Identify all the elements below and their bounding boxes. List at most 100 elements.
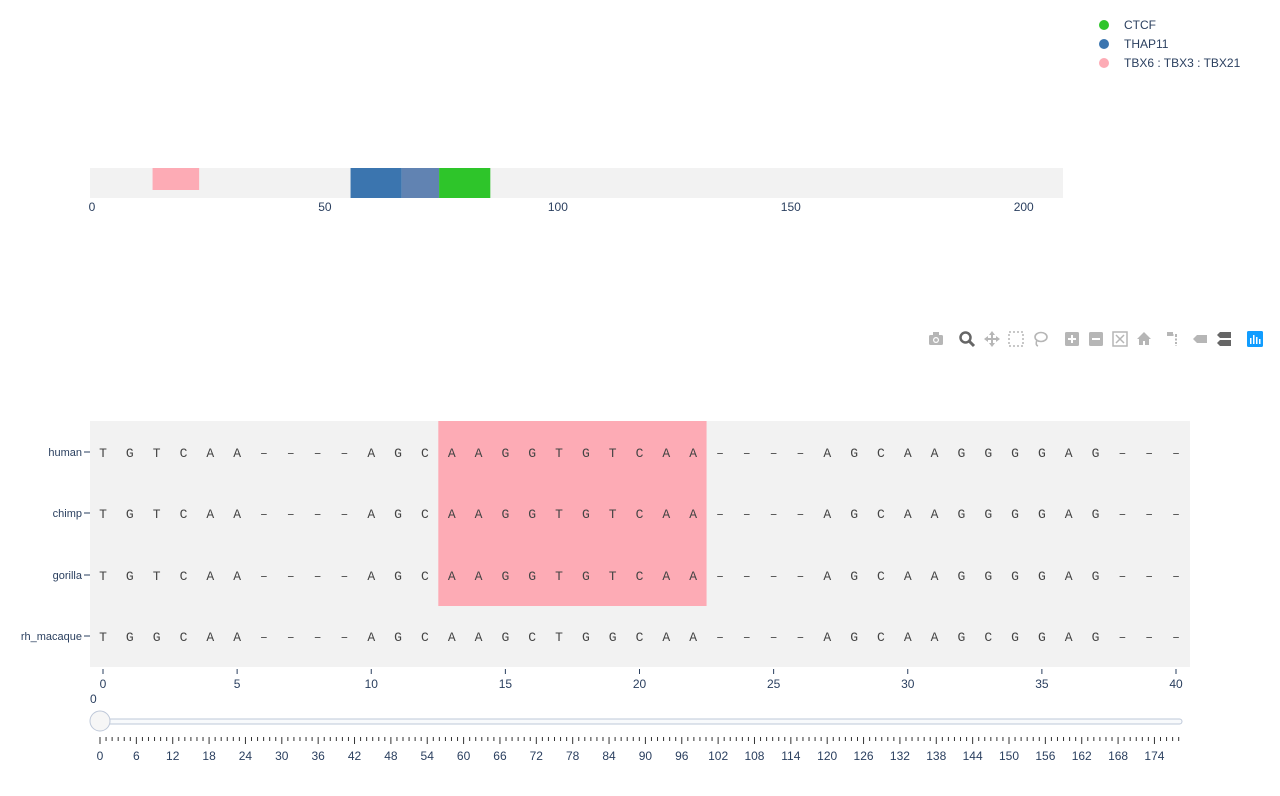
base-cell: A	[367, 507, 375, 522]
base-cell: C	[421, 507, 429, 522]
base-cell: A	[689, 630, 697, 645]
zoom-out-icon[interactable]	[1089, 332, 1103, 346]
base-cell: A	[367, 630, 375, 645]
modebar[interactable]	[929, 331, 1263, 348]
slider-step-label[interactable]: 114	[781, 749, 800, 763]
slider-step-label[interactable]: 102	[708, 749, 728, 763]
base-cell: C	[636, 446, 644, 461]
lasso-icon[interactable]	[1034, 331, 1048, 347]
alignment-x-tick: 5	[234, 677, 241, 691]
track-bars	[152, 168, 491, 198]
legend-item-label[interactable]: TBX6 : TBX3 : TBX21	[1124, 56, 1241, 70]
track-bar-ctcf[interactable]	[439, 168, 491, 198]
slider-step-label[interactable]: 72	[530, 749, 544, 763]
slider-step-label[interactable]: 156	[1035, 749, 1055, 763]
base-cell: A	[931, 507, 939, 522]
slider-step-label[interactable]: 12	[166, 749, 180, 763]
base-cell: –	[260, 630, 268, 645]
position-slider[interactable]: 0 0 6 12 18 24 30 36 42 48 54 60 66 72 78 84 90 96 102 108…	[89, 692, 1183, 763]
track-bar-thap11[interactable]	[401, 168, 440, 198]
slider-step-label[interactable]: 174	[1144, 749, 1164, 763]
base-cell: G	[1038, 569, 1046, 584]
slider-step-label[interactable]: 84	[602, 749, 616, 763]
base-cell: –	[260, 569, 268, 584]
pan-icon[interactable]	[984, 331, 1000, 347]
base-cell: G	[501, 446, 509, 461]
base-cell: T	[609, 446, 617, 461]
hover-closest-icon[interactable]	[1193, 335, 1207, 343]
slider-step-label[interactable]: 168	[1108, 749, 1128, 763]
base-cell: A	[931, 446, 939, 461]
box-select-icon[interactable]	[1008, 331, 1024, 347]
slider-rail[interactable]	[91, 718, 1183, 725]
motif-highlight-region[interactable]	[438, 421, 707, 606]
base-cell: T	[153, 446, 161, 461]
track-x-tick: 50	[318, 200, 332, 214]
base-cell: –	[287, 507, 295, 522]
slider-step-label[interactable]: 132	[890, 749, 910, 763]
hover-compare-icon[interactable]	[1217, 332, 1231, 346]
slider-step-label[interactable]: 24	[239, 749, 253, 763]
slider-step-label[interactable]: 66	[493, 749, 507, 763]
slider-step-label[interactable]: 108	[744, 749, 764, 763]
slider-step-label[interactable]: 42	[348, 749, 362, 763]
reset-axes-icon[interactable]	[1137, 332, 1151, 345]
slider-step-label[interactable]: 60	[457, 749, 471, 763]
autoscale-icon[interactable]	[1112, 331, 1128, 347]
sequence-label: gorilla	[53, 570, 83, 582]
slider-handle[interactable]	[89, 710, 111, 732]
slider-step-label[interactable]: 30	[275, 749, 289, 763]
base-cell: A	[689, 446, 697, 461]
base-cell: C	[180, 630, 188, 645]
base-cell: –	[287, 630, 295, 645]
base-cell: –	[1118, 569, 1126, 584]
slider-step-label[interactable]: 144	[963, 749, 983, 763]
slider-step-label[interactable]: 54	[421, 749, 435, 763]
slider-step-label[interactable]: 18	[202, 749, 216, 763]
base-cell: G	[1011, 446, 1019, 461]
slider-step-label[interactable]: 0	[97, 749, 104, 763]
base-cell: A	[206, 446, 214, 461]
base-cell: G	[1011, 569, 1019, 584]
base-cell: –	[1145, 507, 1153, 522]
base-cell: –	[341, 569, 349, 584]
slider-step-label[interactable]: 6	[133, 749, 140, 763]
base-cell: –	[743, 507, 751, 522]
base-cell: G	[850, 630, 858, 645]
base-cell: A	[823, 569, 831, 584]
base-cell: A	[1065, 507, 1073, 522]
slider-step-label[interactable]: 36	[311, 749, 325, 763]
base-cell: A	[475, 446, 483, 461]
base-cell: –	[260, 446, 268, 461]
legend-item-label[interactable]: THAP11	[1124, 37, 1169, 51]
slider-step-label[interactable]: 90	[639, 749, 653, 763]
camera-icon[interactable]	[929, 332, 943, 345]
base-cell: –	[743, 569, 751, 584]
alignment-x-tick: 15	[499, 677, 513, 691]
base-cell: G	[1038, 630, 1046, 645]
slider-step-label[interactable]: 48	[384, 749, 398, 763]
base-cell: G	[394, 569, 402, 584]
track-bar-tbx6-tbx3-tbx21[interactable]	[152, 168, 200, 190]
base-cell: –	[716, 630, 724, 645]
legend-item-label[interactable]: CTCF	[1124, 18, 1156, 32]
slider-step-label[interactable]: 96	[675, 749, 689, 763]
track-bar-thap11[interactable]	[350, 168, 402, 198]
plotly-logo-icon[interactable]	[1247, 331, 1263, 347]
base-cell: T	[99, 446, 107, 461]
zoom-in-icon[interactable]	[1065, 332, 1079, 346]
spike-lines-icon[interactable]	[1167, 332, 1178, 346]
base-cell: A	[904, 630, 912, 645]
slider-step-label[interactable]: 120	[817, 749, 837, 763]
slider-step-label[interactable]: 126	[854, 749, 874, 763]
base-cell: T	[99, 569, 107, 584]
zoom-icon[interactable]	[959, 331, 976, 348]
slider-step-label[interactable]: 162	[1072, 749, 1092, 763]
base-cell: C	[180, 446, 188, 461]
base-cell: T	[153, 507, 161, 522]
base-cell: G	[1038, 446, 1046, 461]
legend[interactable]: CTCF THAP11 TBX6 : TBX3 : TBX21	[1099, 18, 1241, 70]
slider-step-label[interactable]: 78	[566, 749, 580, 763]
slider-step-label[interactable]: 138	[926, 749, 946, 763]
slider-step-label[interactable]: 150	[999, 749, 1019, 763]
